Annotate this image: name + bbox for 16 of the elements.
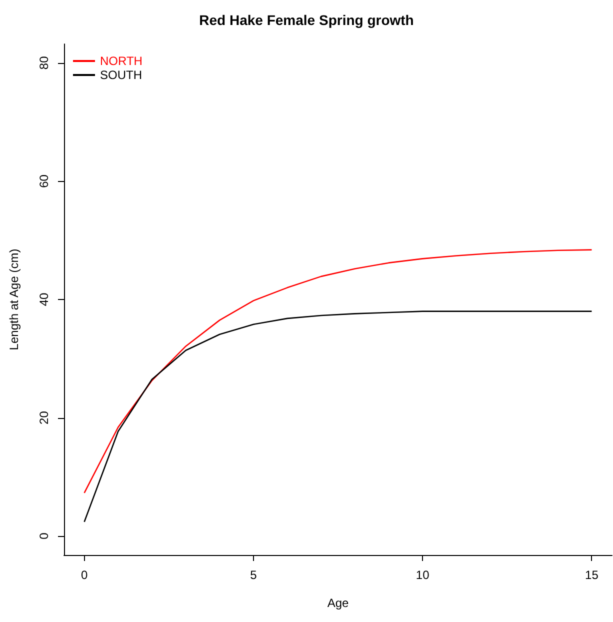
x-tick-label: 0 bbox=[80, 568, 88, 582]
y-tick-label: 40 bbox=[37, 292, 51, 306]
y-tick-label: 60 bbox=[37, 174, 51, 188]
y-axis-title: Length at Age (cm) bbox=[7, 248, 21, 350]
line-series bbox=[84, 249, 592, 494]
y-tick-label: 20 bbox=[37, 410, 51, 424]
y-tick-label: 0 bbox=[37, 532, 51, 540]
x-axis-title: Age bbox=[327, 596, 349, 610]
legend-label: SOUTH bbox=[100, 68, 142, 82]
x-tick-label: 5 bbox=[250, 568, 258, 582]
x-tick-label: 10 bbox=[416, 568, 430, 582]
legend-label: NORTH bbox=[100, 54, 142, 68]
x-tick-label: 15 bbox=[585, 568, 599, 582]
line-series bbox=[84, 310, 592, 523]
y-tick-label: 80 bbox=[37, 56, 51, 70]
chart-title: Red Hake Female Spring growth bbox=[199, 12, 414, 28]
